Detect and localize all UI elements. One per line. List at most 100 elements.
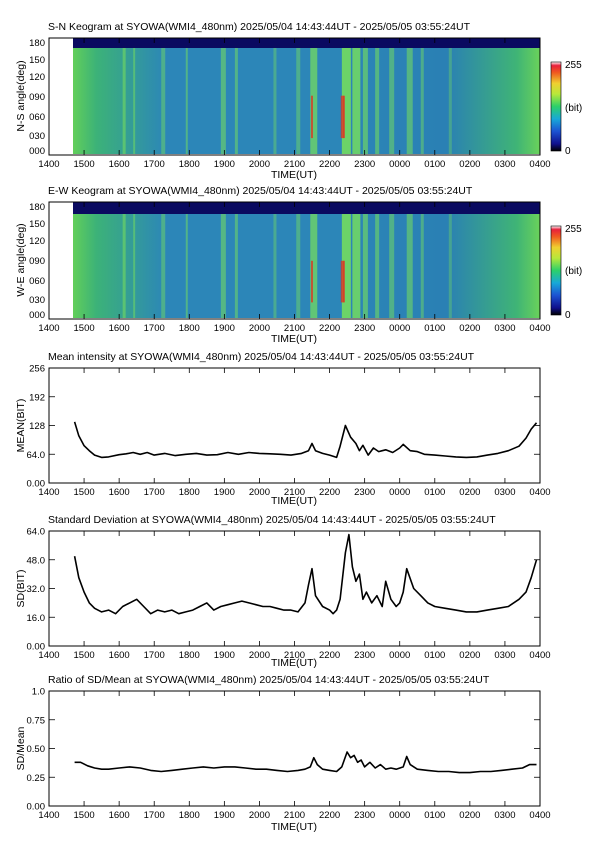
aurora-streak <box>448 48 452 154</box>
line-charts: Mean intensity at SYOWA(WMI4_480nm) 2025… <box>15 351 551 833</box>
x-tick-label: 1600 <box>109 650 130 661</box>
x-tick-label: 1700 <box>144 323 165 334</box>
x-tick-label: 2100 <box>284 487 305 498</box>
aurora-streak <box>448 214 452 318</box>
sn-ytick-label: 120 <box>29 72 45 83</box>
x-tick-label: 2300 <box>354 159 375 170</box>
x-tick-label: 1400 <box>38 159 59 170</box>
x-tick-label: 1800 <box>179 650 200 661</box>
aurora-streak <box>406 214 413 318</box>
x-tick-label: 1500 <box>74 487 95 498</box>
aurora-streak <box>389 48 395 154</box>
y-tick-label: 64.0 <box>27 527 46 538</box>
aurora-bright-streak <box>310 260 313 303</box>
x-tick-label: 0100 <box>424 810 445 821</box>
sn-ytick-label: 090 <box>29 92 45 103</box>
x-tick-label: 0200 <box>459 159 480 170</box>
x-tick-label: 1900 <box>214 487 235 498</box>
x-tick-label: 2100 <box>284 159 305 170</box>
aurora-streak <box>310 214 318 318</box>
x-tick-label: 1700 <box>144 650 165 661</box>
x-tick-label: 1800 <box>179 159 200 170</box>
sn-ytick-label: 150 <box>29 55 45 66</box>
line-chart-xlabel: TIME(UT) <box>271 821 317 833</box>
aurora-streak <box>362 214 368 318</box>
aurora-bright-streak <box>342 95 345 139</box>
ew-ytick-label: 180 <box>29 202 45 213</box>
sn-keogram-yticks: 180 150 120 090 060 030 000 <box>29 38 45 157</box>
aurora-streak <box>161 48 166 154</box>
x-tick-label: 1500 <box>74 159 95 170</box>
ew-keogram-horizon-band <box>73 202 540 214</box>
ew-keogram-xlabel: TIME(UT) <box>271 333 317 345</box>
y-tick-label: 0.50 <box>27 744 46 755</box>
x-tick-label: 2000 <box>249 650 270 661</box>
aurora-streak <box>375 214 380 318</box>
aurora-streak <box>375 48 380 154</box>
x-tick-label: 1500 <box>74 323 95 334</box>
aurora-streak <box>310 48 318 154</box>
sn-keogram-title: S-N Keogram at SYOWA(WMI4_480nm) 2025/05… <box>48 21 471 33</box>
x-tick-label: 1400 <box>38 810 59 821</box>
line-chart-frame <box>48 367 541 484</box>
y-tick-label: 0.00 <box>27 642 46 653</box>
sn-keogram-image <box>73 42 540 154</box>
x-tick-label: 0200 <box>459 487 480 498</box>
ew-keogram-title: E-W Keogram at SYOWA(WMI4_480nm) 2025/05… <box>48 185 473 197</box>
x-tick-label: 0200 <box>459 323 480 334</box>
aurora-bright-streak <box>340 95 344 139</box>
y-tick-label: 192 <box>29 392 45 403</box>
aurora-streak <box>234 214 238 318</box>
x-tick-label: 2100 <box>284 323 305 334</box>
x-tick-label: 2000 <box>249 323 270 334</box>
aurora-streak <box>161 214 166 318</box>
x-tick-label: 1700 <box>144 487 165 498</box>
sn-ytick-label: 030 <box>29 131 45 142</box>
ew-ytick-label: 090 <box>29 256 45 267</box>
x-tick-label: 0400 <box>529 159 550 170</box>
line-chart-panel: Standard Deviation at SYOWA(WMI4_480nm) … <box>15 514 551 669</box>
x-tick-label: 1500 <box>74 650 95 661</box>
x-tick-label: 1500 <box>74 810 95 821</box>
aurora-streak <box>296 214 301 318</box>
x-tick-label: 2200 <box>319 159 340 170</box>
x-tick-label: 0200 <box>459 810 480 821</box>
y-tick-label: 48.0 <box>27 555 46 566</box>
x-tick-label: 0400 <box>529 323 550 334</box>
aurora-streak <box>352 214 361 318</box>
x-tick-label: 2100 <box>284 810 305 821</box>
sn-keogram-ylabel: N-S angle(deg) <box>15 60 27 131</box>
y-tick-label: 32.0 <box>27 584 46 595</box>
aurora-streak <box>420 214 424 318</box>
x-tick-label: 0300 <box>494 159 515 170</box>
aurora-streak <box>341 48 351 154</box>
ew-keogram-ylabel: W-E angle(deg) <box>15 223 27 296</box>
aurora-streak <box>296 48 301 154</box>
line-chart-frame <box>48 690 541 807</box>
sn-keogram-aurora <box>122 48 452 154</box>
series-line <box>74 751 537 774</box>
ew-ytick-label: 150 <box>29 219 45 230</box>
x-tick-label: 2200 <box>319 487 340 498</box>
x-tick-label: 2300 <box>354 650 375 661</box>
x-tick-label: 0000 <box>389 487 410 498</box>
x-tick-label: 1700 <box>144 810 165 821</box>
x-tick-label: 1800 <box>179 323 200 334</box>
x-tick-label: 0400 <box>529 487 550 498</box>
x-tick-label: 0100 <box>424 487 445 498</box>
ew-colorbar-max: 255 <box>565 224 582 235</box>
x-tick-label: 0200 <box>459 650 480 661</box>
x-tick-label: 1600 <box>109 810 130 821</box>
ew-ytick-label: 030 <box>29 295 45 306</box>
aurora-streak <box>362 48 368 154</box>
x-tick-label: 1400 <box>38 487 59 498</box>
line-chart-ylabel: SD(BIT) <box>15 570 27 608</box>
x-tick-label: 1400 <box>38 650 59 661</box>
line-chart-xlabel: TIME(UT) <box>271 657 317 669</box>
aurora-streak <box>133 48 136 154</box>
x-tick-label: 1900 <box>214 650 235 661</box>
x-tick-label: 0100 <box>424 323 445 334</box>
x-tick-label: 0000 <box>389 323 410 334</box>
x-tick-label: 1900 <box>214 323 235 334</box>
